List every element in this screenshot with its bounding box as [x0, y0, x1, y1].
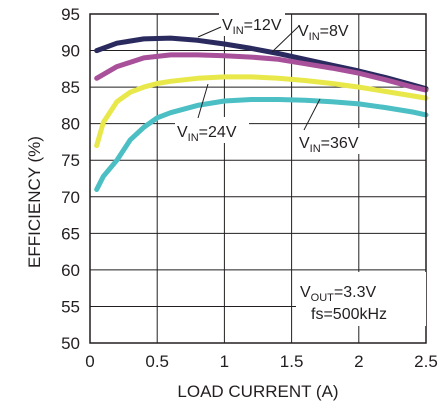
- annotation-background: [296, 272, 426, 326]
- series-line-vin-8v: [94, 52, 429, 93]
- vout-label: VOUT=3.3V: [300, 284, 376, 304]
- conditions-annotation: VOUT=3.3V fs=500kHz: [296, 272, 426, 326]
- x-tick-label: 0.5: [145, 352, 169, 371]
- leader-line-36v: [303, 98, 321, 131]
- series-label-text: VIN=24V: [177, 124, 237, 144]
- x-tick-label: 2: [354, 352, 363, 371]
- x-axis-label: LOAD CURRENT (A): [177, 382, 338, 401]
- label-vin-8v: VIN=8V: [296, 16, 358, 43]
- label-background: [219, 10, 285, 36]
- label-vin-12v: VIN=12V: [219, 10, 285, 37]
- y-tick-label: 85: [61, 78, 80, 97]
- x-tick-label: 1.5: [280, 352, 304, 371]
- series-label-text: VIN=8V: [298, 23, 349, 43]
- label-background: [297, 128, 371, 154]
- x-tick-labels: 0 0.5 1 1.5 2 2.5: [85, 352, 438, 371]
- x-tick-label: 2.5: [414, 352, 438, 371]
- y-tick-label: 75: [61, 151, 80, 170]
- y-tick-label: 95: [61, 5, 80, 24]
- x-tick-label: 0: [85, 352, 94, 371]
- y-tick-label: 60: [61, 261, 80, 280]
- label-background: [175, 117, 249, 143]
- y-tick-label: 70: [61, 188, 80, 207]
- series-line-vin-24v: [94, 74, 429, 149]
- label-background: [296, 16, 358, 42]
- y-tick-label: 55: [61, 297, 80, 316]
- x-tick-label: 1: [220, 352, 229, 371]
- label-vin-36v: VIN=36V: [297, 128, 371, 155]
- label-vin-24v: VIN=24V: [175, 117, 249, 144]
- series-label-text: VIN=12V: [222, 17, 282, 37]
- y-axis-label: EFFICIENCY (%): [25, 136, 44, 268]
- y-tick-label: 80: [61, 115, 80, 134]
- series-label-text: VIN=36V: [299, 135, 359, 155]
- y-tick-label: 65: [61, 224, 80, 243]
- y-tick-label: 90: [61, 42, 80, 61]
- y-tick-labels: 50 55 60 65 70 75 80 85 90 95: [61, 5, 80, 353]
- series-lines: [94, 35, 429, 192]
- series-line-vin-36v: [94, 97, 429, 192]
- y-tick-label: 50: [61, 334, 80, 353]
- leader-line-8v: [271, 25, 300, 53]
- leader-line-12v: [197, 26, 222, 38]
- leader-line-24v: [197, 83, 209, 119]
- fs-label: fs=500kHz: [311, 306, 387, 323]
